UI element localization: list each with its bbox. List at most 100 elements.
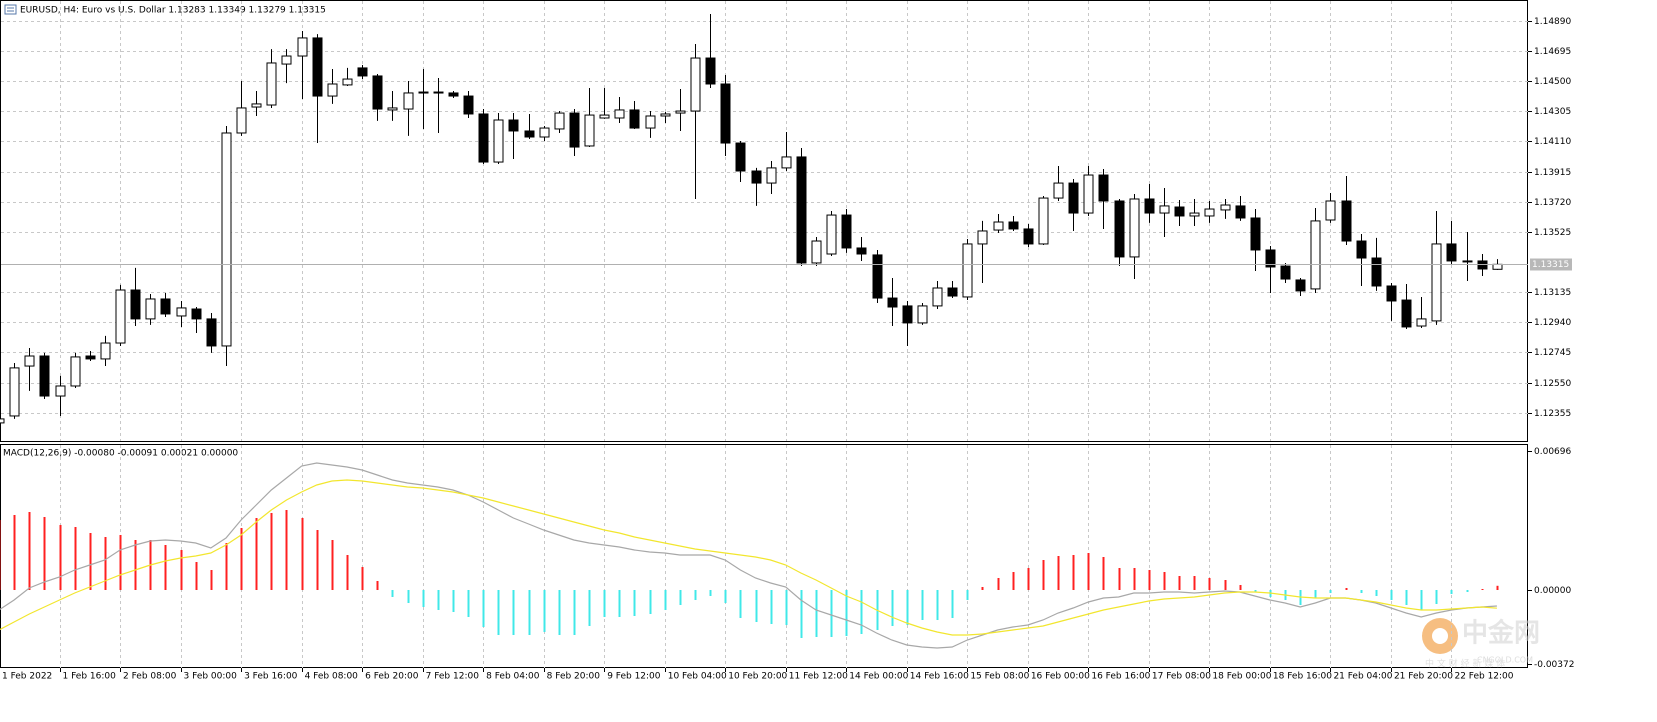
y-tick-label: 1.13720 [1534, 198, 1571, 208]
candle-body [1250, 217, 1261, 251]
candle-body [221, 132, 232, 347]
x-tick-label: 21 Feb 04:00 [1333, 672, 1392, 682]
candle-body [1386, 285, 1397, 302]
candle-body [1068, 182, 1079, 214]
candle-body [1174, 206, 1185, 217]
y-tick-label: 1.12940 [1534, 318, 1571, 328]
x-tick-label: 21 Feb 20:00 [1394, 672, 1453, 682]
candle-body [387, 107, 398, 111]
candle-body [418, 91, 429, 94]
candle-body [599, 114, 610, 119]
candle-body [660, 113, 671, 117]
candle-body [372, 75, 383, 110]
candle-body [645, 115, 656, 129]
candle-body [115, 289, 126, 344]
candle-body [24, 355, 35, 367]
candle-body [856, 247, 867, 255]
candle-body [690, 57, 701, 112]
candle-body [463, 95, 474, 115]
candle-body [1446, 243, 1457, 262]
candle-body [281, 55, 292, 65]
x-tick-label: 3 Feb 16:00 [244, 672, 298, 682]
candle-body [1265, 249, 1276, 268]
candle-body [100, 342, 111, 360]
candle-body [751, 170, 762, 184]
candle-body [1356, 240, 1367, 259]
candle-body [1098, 174, 1109, 202]
candle-body [1371, 257, 1382, 287]
candle-body [478, 113, 489, 163]
candle-body [614, 109, 625, 119]
candle-body [826, 214, 837, 255]
candle-body [1083, 174, 1094, 214]
x-tick-label: 2 Feb 08:00 [123, 672, 177, 682]
y-tick-label: 1.14305 [1534, 107, 1571, 117]
candle-body [524, 130, 535, 138]
x-tick-label: 6 Feb 20:00 [365, 672, 419, 682]
candle-body [130, 289, 141, 320]
candle-body [675, 110, 686, 114]
y-tick-label: 0.00000 [1534, 586, 1571, 596]
candle-body [705, 57, 716, 85]
candle-body [766, 167, 777, 184]
candle-body [887, 297, 898, 308]
y-tick-label: 1.13915 [1534, 168, 1571, 178]
x-tick-label: 7 Feb 12:00 [426, 672, 480, 682]
candle-body [327, 83, 338, 97]
candle-body [781, 156, 792, 169]
x-tick-label: 11 Feb 12:00 [789, 672, 848, 682]
candle-body [1129, 198, 1140, 258]
candle-body [735, 142, 746, 172]
last-price-label: 1.13315 [1532, 260, 1569, 270]
y-tick-label: -0.00372 [1534, 660, 1574, 670]
candle-body [70, 356, 81, 387]
candle-body [841, 214, 852, 249]
x-tick-label: 14 Feb 00:00 [849, 672, 908, 682]
candle-body [508, 119, 519, 132]
candle-body [902, 305, 913, 324]
x-tick-label: 1 Feb 16:00 [63, 672, 117, 682]
candle-body [191, 308, 202, 320]
watermark-tagline: 中 文 财 经 新 媒 体 [1425, 658, 1505, 670]
candle-body [1220, 204, 1231, 211]
candle-body [266, 62, 277, 106]
x-tick-label: 18 Feb 16:00 [1273, 672, 1332, 682]
candle-body [1416, 318, 1427, 327]
x-tick-label: 17 Feb 08:00 [1152, 672, 1211, 682]
watermark-domain: CNGOLD.COM [1477, 656, 1533, 665]
candle-body [1189, 212, 1200, 217]
y-tick-label: 1.13135 [1534, 288, 1571, 298]
y-tick-label: 1.14890 [1534, 17, 1571, 27]
last-price-box [1530, 258, 1572, 271]
symbol-icon [4, 4, 17, 15]
y-tick-label: 1.12355 [1534, 409, 1571, 419]
y-tick-label: 1.12550 [1534, 379, 1571, 389]
candle-body [1144, 198, 1155, 214]
candle-body [9, 367, 20, 417]
y-tick-label: 1.13525 [1534, 228, 1571, 238]
candle-body [1280, 265, 1291, 280]
y-tick-label: 1.14110 [1534, 137, 1571, 147]
candle-body [932, 287, 943, 307]
candle-body [342, 78, 353, 86]
candle-body [947, 287, 958, 297]
indicator-line [0, 462, 1497, 649]
x-tick-label: 15 Feb 08:00 [970, 672, 1029, 682]
candle-body [493, 119, 504, 163]
watermark-logo-inner [1432, 628, 1448, 644]
candle-body [1310, 220, 1321, 290]
watermark: 中金网 CNGOLD.COM 中 文 财 经 新 媒 体 [1422, 618, 1540, 670]
candle-body [1008, 221, 1019, 230]
candle-body [85, 355, 96, 360]
candle-body [206, 318, 217, 347]
x-tick-label: 18 Feb 00:00 [1212, 672, 1271, 682]
candle-body [720, 83, 731, 144]
candle-body [977, 230, 988, 245]
candle-body [1295, 279, 1306, 292]
x-tick-label: 8 Feb 04:00 [486, 672, 540, 682]
candle-body [1053, 182, 1064, 199]
candle-body [1431, 243, 1442, 322]
candle-body [1204, 208, 1215, 217]
candle-body [403, 92, 414, 110]
